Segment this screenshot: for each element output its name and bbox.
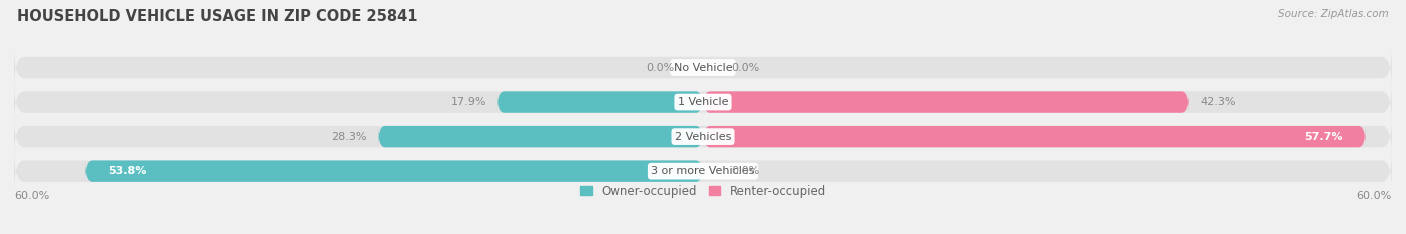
Text: 1 Vehicle: 1 Vehicle (678, 97, 728, 107)
Legend: Owner-occupied, Renter-occupied: Owner-occupied, Renter-occupied (579, 185, 827, 197)
Text: No Vehicle: No Vehicle (673, 62, 733, 73)
Text: 3 or more Vehicles: 3 or more Vehicles (651, 166, 755, 176)
Text: 42.3%: 42.3% (1201, 97, 1236, 107)
FancyBboxPatch shape (14, 151, 1392, 192)
FancyBboxPatch shape (703, 91, 1188, 113)
Text: HOUSEHOLD VEHICLE USAGE IN ZIP CODE 25841: HOUSEHOLD VEHICLE USAGE IN ZIP CODE 2584… (17, 9, 418, 24)
Text: 28.3%: 28.3% (330, 132, 367, 142)
Text: 53.8%: 53.8% (108, 166, 146, 176)
Text: 0.0%: 0.0% (731, 62, 761, 73)
FancyBboxPatch shape (14, 47, 1392, 88)
Text: 0.0%: 0.0% (645, 62, 675, 73)
FancyBboxPatch shape (498, 91, 703, 113)
Text: 57.7%: 57.7% (1305, 132, 1343, 142)
Text: Source: ZipAtlas.com: Source: ZipAtlas.com (1278, 9, 1389, 19)
FancyBboxPatch shape (14, 116, 1392, 157)
FancyBboxPatch shape (378, 126, 703, 147)
FancyBboxPatch shape (703, 126, 1365, 147)
Text: 60.0%: 60.0% (14, 191, 49, 201)
FancyBboxPatch shape (14, 82, 1392, 122)
FancyBboxPatch shape (86, 161, 703, 182)
Text: 0.0%: 0.0% (731, 166, 761, 176)
Text: 2 Vehicles: 2 Vehicles (675, 132, 731, 142)
Text: 17.9%: 17.9% (450, 97, 486, 107)
Text: 60.0%: 60.0% (1357, 191, 1392, 201)
